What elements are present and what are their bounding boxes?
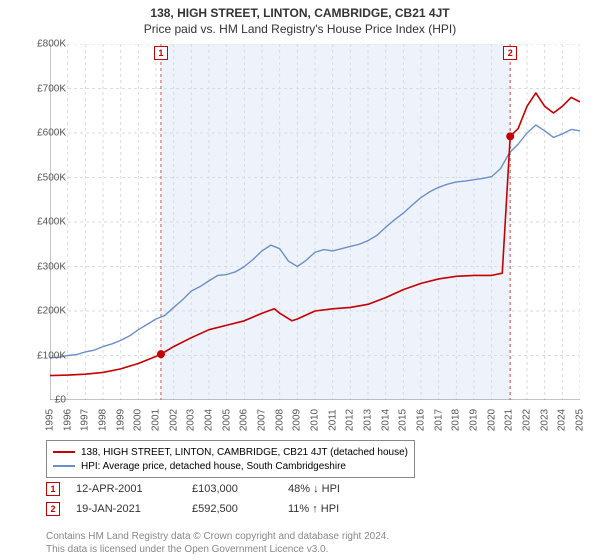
x-tick-label: 2021 [504,409,515,431]
x-tick-label: 2013 [363,409,374,431]
x-tick-label: 2022 [522,409,533,431]
x-tick-label: 2020 [486,409,497,431]
x-tick-label: 2014 [380,409,391,431]
x-tick-label: 1997 [80,409,91,431]
titles: 138, HIGH STREET, LINTON, CAMBRIDGE, CB2… [0,0,600,36]
y-tick-label: £500K [16,172,66,183]
x-tick-label: 2025 [575,409,586,431]
legend-item-hpi: HPI: Average price, detached house, Sout… [53,459,408,473]
legend-item-property: 138, HIGH STREET, LINTON, CAMBRIDGE, CB2… [53,445,408,459]
sales-table: 1 12-APR-2001 £103,000 48% ↓ HPI 2 19-JA… [46,480,566,520]
chart-title: 138, HIGH STREET, LINTON, CAMBRIDGE, CB2… [0,6,600,20]
sale-diff: 11% ↑ HPI [288,503,378,515]
x-tick-label: 2005 [221,409,232,431]
x-tick-label: 2001 [151,409,162,431]
x-tick-label: 1995 [45,409,56,431]
x-tick-label: 2010 [310,409,321,431]
y-tick-label: £400K [16,217,66,228]
x-tick-label: 2015 [398,409,409,431]
footer-line-2: This data is licensed under the Open Gov… [46,544,389,557]
y-tick-label: £800K [16,39,66,50]
sale-date: 19-JAN-2021 [76,503,176,515]
x-tick-label: 2019 [469,409,480,431]
sale-marker-2-icon: 2 [503,46,517,60]
x-tick-label: 2011 [327,409,338,431]
legend-swatch-hpi [53,465,75,467]
legend-swatch-property [53,451,75,453]
y-tick-label: £300K [16,261,66,272]
x-tick-label: 1999 [115,409,126,431]
x-tick-label: 2012 [345,409,356,431]
sale-row: 2 19-JAN-2021 £592,500 11% ↑ HPI [46,500,566,518]
x-tick-label: 2017 [433,409,444,431]
sale-marker-2-icon: 2 [46,502,60,516]
x-tick-label: 2009 [292,409,303,431]
x-tick-label: 2018 [451,409,462,431]
sale-marker-1-icon: 1 [154,46,168,60]
y-tick-label: £100K [16,350,66,361]
sale-price: £103,000 [192,483,272,495]
y-tick-label: £200K [16,306,66,317]
footer: Contains HM Land Registry data © Crown c… [46,531,389,556]
x-tick-label: 1996 [62,409,73,431]
x-tick-label: 2024 [557,409,568,431]
sale-marker-1-icon: 1 [46,482,60,496]
x-tick-label: 2004 [204,409,215,431]
legend: 138, HIGH STREET, LINTON, CAMBRIDGE, CB2… [46,440,415,478]
x-tick-label: 2007 [257,409,268,431]
sale-price: £592,500 [192,503,272,515]
chart-container: 138, HIGH STREET, LINTON, CAMBRIDGE, CB2… [0,0,600,560]
legend-label-property: 138, HIGH STREET, LINTON, CAMBRIDGE, CB2… [81,447,408,458]
footer-line-1: Contains HM Land Registry data © Crown c… [46,531,389,544]
sale-date: 12-APR-2001 [76,483,176,495]
x-tick-label: 2003 [186,409,197,431]
y-tick-label: £600K [16,128,66,139]
chart-svg: 12 [50,44,580,400]
x-tick-label: 2016 [416,409,427,431]
chart-area: 12 [50,44,580,400]
chart-subtitle: Price paid vs. HM Land Registry's House … [0,22,600,36]
x-tick-label: 2008 [274,409,285,431]
x-tick-label: 2000 [133,409,144,431]
x-tick-label: 2006 [239,409,250,431]
sale-diff: 48% ↓ HPI [288,483,378,495]
x-tick-label: 1998 [98,409,109,431]
y-tick-label: £700K [16,83,66,94]
x-tick-label: 2023 [539,409,550,431]
sale-row: 1 12-APR-2001 £103,000 48% ↓ HPI [46,480,566,498]
x-axis-labels: 1995199619971998199920002001200220032004… [50,400,580,440]
legend-label-hpi: HPI: Average price, detached house, Sout… [81,461,346,472]
x-tick-label: 2002 [168,409,179,431]
